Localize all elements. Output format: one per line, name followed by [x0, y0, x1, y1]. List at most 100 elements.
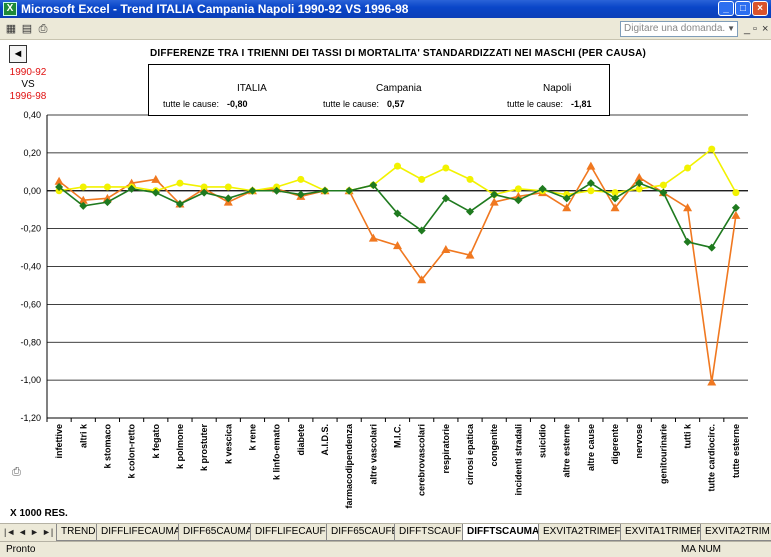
sheet-tab[interactable]: DIFFLIFECAUMA	[96, 524, 186, 541]
data-point-italia	[466, 207, 475, 216]
legend-sub-label: tutte le cause:	[507, 99, 564, 109]
x-tick-label: tutti k	[683, 423, 693, 448]
close-button[interactable]: ×	[752, 1, 768, 16]
printer-icon[interactable]: ⎙	[38, 23, 48, 35]
doc-restore-button[interactable]: ▫	[753, 23, 757, 35]
data-point-campania	[466, 175, 474, 183]
data-point-napoli	[465, 250, 475, 259]
data-point-campania	[176, 179, 184, 187]
x-tick-label: k colon-retto	[127, 424, 137, 479]
back-button[interactable]: ◄	[9, 45, 27, 63]
y-tick-label: 0,40	[23, 110, 41, 120]
data-point-italia	[611, 194, 620, 203]
data-point-campania	[103, 183, 111, 191]
chart-legend: ITALIA Campania Napoli tutte le cause: -0…	[148, 64, 610, 116]
y-tick-label: -1,00	[20, 375, 41, 385]
excel-app-icon[interactable]: X	[3, 2, 17, 16]
sheet-tab[interactable]: EXVITA2TRIM	[700, 524, 771, 541]
data-point-campania	[79, 183, 87, 191]
legend-sub-value: -1,81	[571, 99, 592, 109]
data-point-italia	[200, 188, 209, 197]
sheet-tab[interactable]: EXVITA1TRIMEF	[620, 524, 708, 541]
excel-doc-icon[interactable]: ▦	[5, 23, 17, 35]
prev-sheet-button[interactable]: ◄	[18, 527, 27, 537]
data-point-italia	[296, 190, 305, 199]
data-point-italia	[659, 188, 668, 197]
x-tick-label: tutte cardiocirc.	[707, 424, 717, 492]
legend-item-napoli: Napoli	[543, 83, 572, 94]
data-point-campania	[418, 175, 426, 183]
sheet-tab[interactable]: DIFF65CAUMA	[178, 524, 258, 541]
data-point-campania	[514, 185, 522, 193]
x-tick-label: cirrosi epatica	[465, 423, 475, 485]
y-tick-label: -0,60	[20, 299, 41, 309]
sheet-tab-bar: |◄ ◄ ► ►| TREND DIFFLIFECAUMA DIFF65CAUM…	[0, 523, 771, 541]
chart-sheet	[0, 40, 771, 523]
x-tick-label: k prostuter	[199, 424, 209, 472]
data-point-campania	[587, 187, 595, 195]
data-point-napoli	[513, 191, 523, 200]
series-line-napoli	[58, 164, 737, 383]
x-tick-label: k vescica	[223, 423, 233, 464]
y-tick-label: 0,00	[23, 186, 41, 196]
data-point-campania	[442, 164, 450, 172]
data-point-italia	[490, 190, 499, 199]
vs-label: VS	[21, 79, 35, 90]
data-point-italia	[79, 201, 88, 210]
x-tick-label: k fegato	[151, 424, 161, 459]
data-point-campania	[297, 175, 305, 183]
data-point-italia	[320, 186, 329, 195]
sheet-tab[interactable]: DIFFLIFECAUFE	[250, 524, 338, 541]
x-tick-label: genitourinarie	[658, 424, 668, 484]
chart-series	[54, 145, 741, 386]
data-point-italia	[417, 226, 426, 235]
x-tick-label: altre esterne	[562, 424, 572, 478]
x-tick-label: digerente	[610, 424, 620, 465]
doc-close-button[interactable]: ×	[762, 23, 769, 35]
maximize-button[interactable]: □	[735, 1, 751, 16]
data-point-campania	[635, 185, 643, 193]
data-point-italia	[175, 200, 184, 209]
data-point-napoli	[489, 197, 499, 206]
toolbar: ▦ ▤ ⎙ Digitare una domanda. ▼ _ ▫ ×	[0, 18, 771, 40]
data-point-italia	[441, 194, 450, 203]
data-point-napoli	[78, 195, 88, 204]
doc-minimize-button[interactable]: _	[744, 23, 751, 35]
data-point-italia	[248, 186, 257, 195]
minimize-button[interactable]: _	[718, 1, 734, 16]
x-tick-label: infettive	[54, 424, 64, 459]
legend-sub-napoli: tutte le cause: -1,81	[507, 99, 592, 109]
help-placeholder: Digitare una domanda.	[624, 23, 726, 34]
window-title-bar: X Microsoft Excel - Trend ITALIA Campani…	[0, 0, 771, 18]
y-tick-label: -0,40	[20, 262, 41, 272]
x-tick-label: k polmone	[175, 424, 185, 469]
print-preview-icon[interactable]: ▤	[21, 23, 33, 35]
data-point-italia	[127, 184, 136, 193]
sheet-tab[interactable]: DIFF65CAUFE	[326, 524, 404, 541]
legend-item-campania: Campania	[376, 83, 422, 94]
printer-icon[interactable]: ⎙	[12, 466, 21, 478]
next-sheet-button[interactable]: ►	[30, 527, 39, 537]
y-tick-label: -1,20	[20, 413, 41, 423]
first-sheet-button[interactable]: |◄	[4, 527, 16, 537]
data-point-italia	[707, 243, 716, 252]
sheet-tab-active[interactable]: DIFFTSCAUMA	[462, 524, 545, 541]
help-question-input[interactable]: Digitare una domanda. ▼	[620, 21, 738, 37]
data-point-napoli	[586, 161, 596, 170]
chevron-down-icon[interactable]: ▼	[727, 24, 735, 33]
x-tick-label: diabete	[296, 424, 306, 456]
data-point-italia	[683, 237, 692, 246]
x-tick-label: k rene	[247, 424, 257, 451]
data-point-napoli	[393, 241, 402, 250]
data-point-italia	[393, 209, 402, 218]
sheet-tab[interactable]: EXVITA2TRIMEF	[538, 524, 626, 541]
last-sheet-button[interactable]: ►|	[42, 527, 54, 537]
data-point-napoli	[683, 203, 693, 212]
units-footnote: X 1000 RES.	[10, 508, 68, 519]
x-tick-label: suicidio	[538, 424, 548, 459]
x-tick-label: k stomaco	[102, 424, 112, 469]
sheet-tab[interactable]: TREND	[56, 524, 101, 541]
x-tick-label: altre cause	[586, 424, 596, 471]
period-a: 1990-92	[9, 67, 47, 78]
data-point-campania	[611, 189, 619, 197]
